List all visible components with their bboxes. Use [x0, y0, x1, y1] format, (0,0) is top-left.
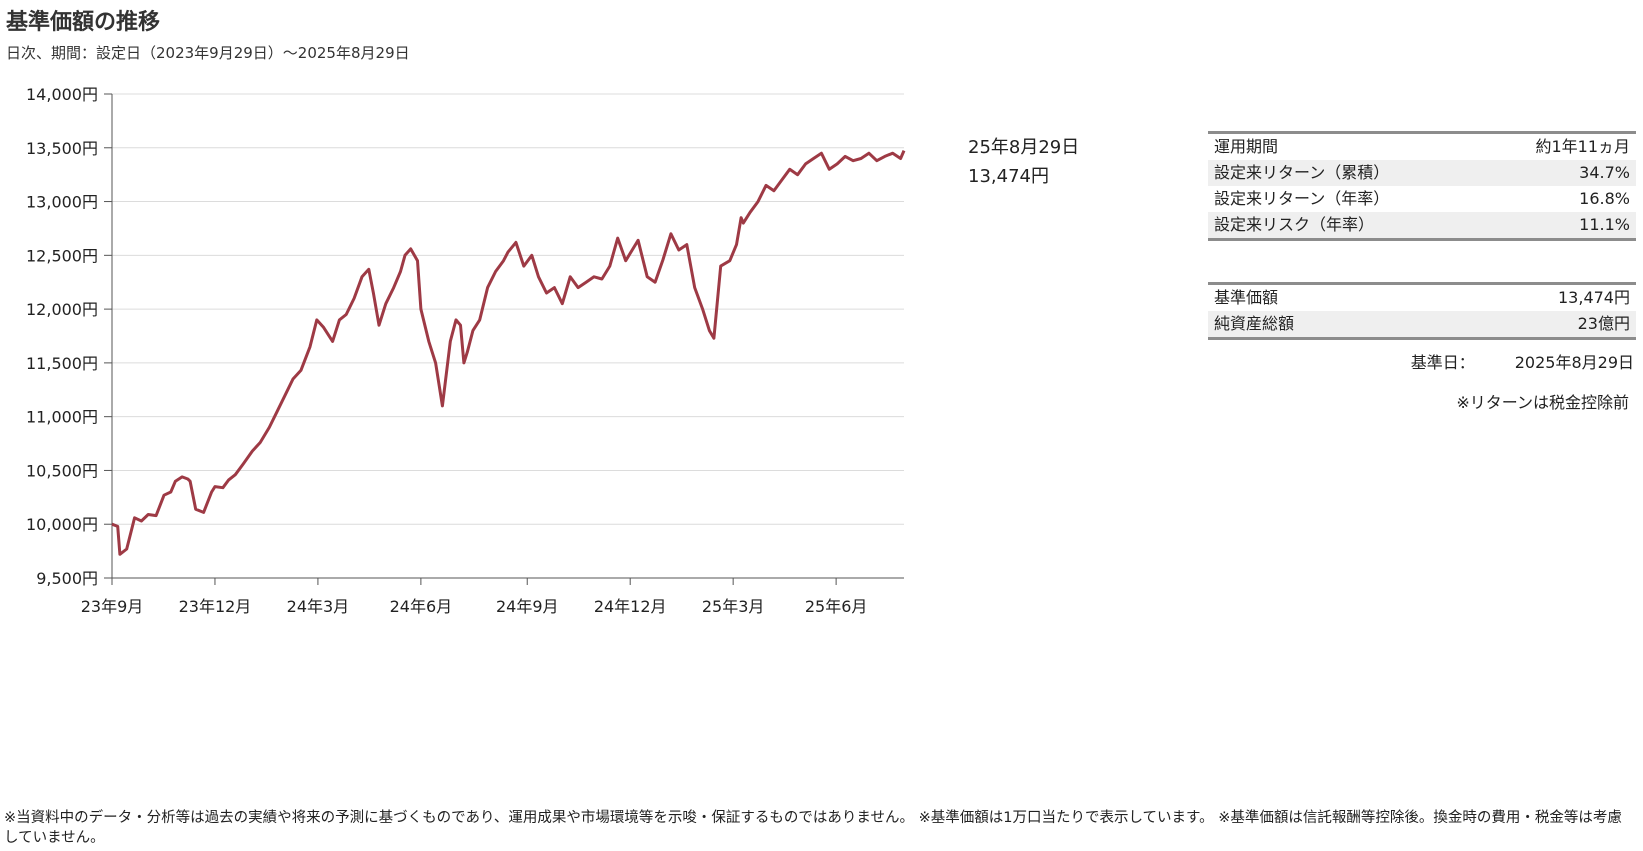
x-tick-label: 24年3月: [287, 597, 350, 616]
period-subtitle: 日次、期間：設定日（2023年9月29日）～2025年8月29日: [6, 44, 410, 62]
y-tick-label: 14,000円: [26, 85, 98, 104]
row-value: 23億円: [1431, 311, 1636, 339]
row-value: 13,474円: [1558, 288, 1630, 307]
table-row: 設定来リターン（年率） 16.8%: [1208, 186, 1636, 212]
row-value: 11.1%: [1480, 212, 1636, 240]
nav-table: 基準価額 13,474円 純資産総額 23億円: [1208, 282, 1636, 340]
row-label: 設定来リターン（累積）: [1208, 160, 1481, 186]
y-tick-label: 12,500円: [26, 246, 98, 265]
row-label: 設定来リスク（年率）: [1208, 212, 1481, 240]
y-tick-label: 11,500円: [26, 354, 98, 373]
base-date-value: 2025年8月29日: [1514, 353, 1634, 372]
base-date-label: 基準日：: [1410, 353, 1475, 372]
row-label: 純資産総額: [1208, 311, 1432, 339]
last-point-date-label: 25年8月29日: [968, 137, 1080, 158]
y-tick-label: 9,500円: [36, 569, 98, 588]
row-label: 基準価額: [1214, 288, 1279, 307]
x-tick-label: 25年3月: [702, 597, 765, 616]
y-tick-label: 12,000円: [26, 300, 98, 319]
x-tick-label: 24年6月: [390, 597, 453, 616]
x-axis-ticks: 23年9月 23年12月 24年3月 24年6月 24年9月 24年12月 25年3月 25年…: [81, 578, 868, 616]
nav-line-chart: 9,500円 10,000円 10,500円 11,000円 11,500円 12,000…: [26, 85, 906, 616]
grid-lines: [112, 93, 904, 525]
x-tick-label: 24年9月: [496, 597, 559, 616]
y-tick-label: 10,000円: [26, 515, 98, 534]
y-tick-label: 13,500円: [26, 139, 98, 158]
disclaimer-footnote: ※当資料中のデータ・分析等は過去の実績や将来の予測に基づくものであり、運用成果や…: [4, 810, 1622, 846]
row-value: 約1年11ヵ月: [1535, 137, 1630, 156]
row-value: 16.8%: [1579, 189, 1630, 208]
return-note: ※リターンは税金控除前: [1456, 393, 1629, 412]
x-tick-label: 23年12月: [179, 597, 252, 616]
y-tick-label: 10,500円: [26, 461, 98, 480]
x-tick-label: 23年9月: [81, 597, 144, 616]
page-title: 基準価額の推移: [6, 10, 161, 35]
base-date: 基準日： 2025年8月29日: [1208, 349, 1634, 373]
x-tick-label: 24年12月: [594, 597, 667, 616]
row-label: 設定来リターン（年率）: [1214, 189, 1390, 208]
x-tick-label: 25年6月: [805, 597, 868, 616]
table-row: 設定来リスク（年率） 11.1%: [1208, 212, 1636, 240]
y-axis-ticks: 9,500円 10,000円 10,500円 11,000円 11,500円 12,000…: [26, 85, 112, 588]
table-row: 設定来リターン（累積） 34.7%: [1208, 160, 1636, 186]
nav-series-line: [111, 150, 906, 556]
row-label: 運用期間: [1214, 137, 1279, 156]
table-row: 運用期間 約1年11ヵ月: [1208, 133, 1636, 161]
table-row: 純資産総額 23億円: [1208, 311, 1636, 339]
row-value: 34.7%: [1480, 160, 1636, 186]
performance-table: 運用期間 約1年11ヵ月 設定来リターン（累積） 34.7% 設定来リターン（年率）…: [1208, 131, 1636, 241]
y-tick-label: 13,000円: [26, 193, 98, 212]
last-point-value-label: 13,474円: [968, 166, 1049, 187]
table-row: 基準価額 13,474円: [1208, 284, 1636, 312]
axes: [111, 94, 904, 579]
y-tick-label: 11,000円: [26, 408, 98, 427]
